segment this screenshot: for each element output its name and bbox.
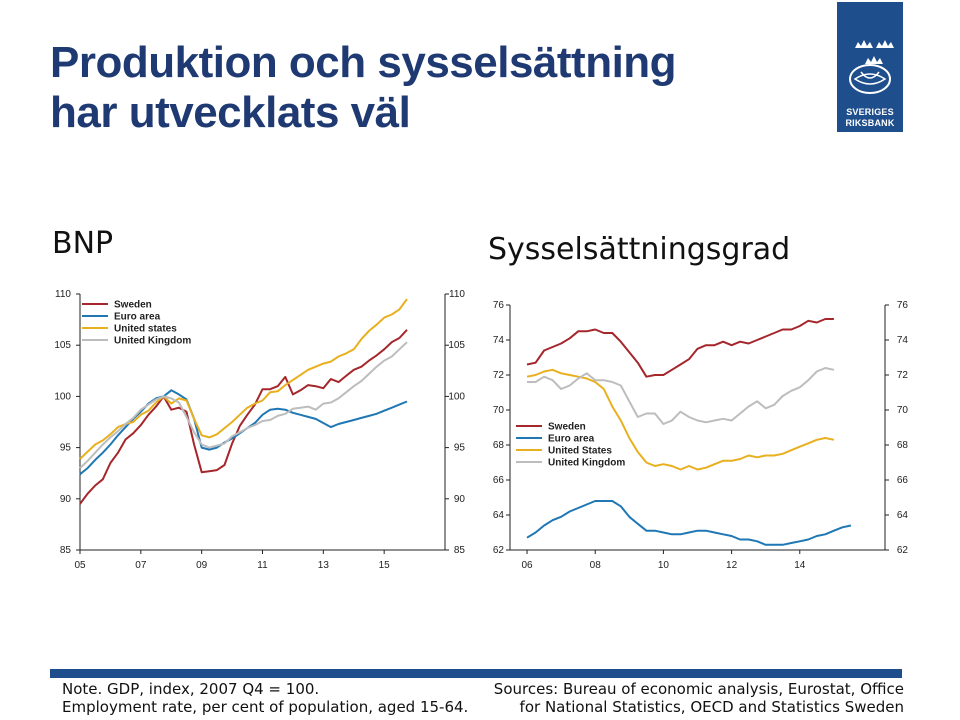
slide-title-line2: har utvecklats väl xyxy=(50,88,411,137)
y-tick-label-right: 70 xyxy=(897,405,909,416)
y-tick-label-left: 110 xyxy=(55,289,71,300)
series-line-united-states xyxy=(526,368,835,471)
footer-note: Note. GDP, index, 2007 Q4 = 100. Employm… xyxy=(62,680,468,716)
logo-text-line1: SVERIGES xyxy=(846,107,894,117)
series-line-united-kingdom xyxy=(527,367,835,425)
series-line-euro-area xyxy=(526,500,852,546)
y-tick-label-left: 70 xyxy=(493,405,505,416)
y-tick-label-right: 95 xyxy=(454,443,466,454)
y-tick-label-left: 66 xyxy=(493,475,505,486)
x-tick-label: 13 xyxy=(318,560,330,571)
slide-title: Produktion och sysselsättning har utveck… xyxy=(50,38,790,138)
legend-label: United Kingdom xyxy=(114,336,191,347)
legend-label: Sweden xyxy=(548,422,586,433)
crown-crest-icon xyxy=(849,40,894,94)
sources-line1: Sources: Bureau of economic analysis, Eu… xyxy=(493,680,904,698)
y-tick-label-right: 72 xyxy=(897,370,909,381)
y-tick-label-left: 95 xyxy=(60,443,72,454)
x-tick-label: 09 xyxy=(196,560,208,571)
y-tick-label-right: 110 xyxy=(449,289,465,300)
legend-label: United States xyxy=(548,446,612,457)
y-tick-label-right: 100 xyxy=(448,391,465,402)
series-line-euro-area xyxy=(79,389,408,475)
y-tick-label-right: 64 xyxy=(897,510,909,521)
note-line1: Note. GDP, index, 2007 Q4 = 100. xyxy=(62,680,320,698)
legend-label: Sweden xyxy=(114,300,152,311)
y-tick-label-left: 74 xyxy=(493,335,505,346)
sources-line2: for National Statistics, OECD and Statis… xyxy=(519,698,904,716)
series-line-sweden xyxy=(79,329,408,505)
series-line-sweden xyxy=(526,318,834,378)
y-tick-label-left: 68 xyxy=(493,440,505,451)
y-tick-label-right: 62 xyxy=(897,545,909,556)
legend-label: United Kingdom xyxy=(548,458,625,469)
gdp-chart: 85 85 90 90 95 95 100 100 105 105 110 110 05 07 09 11 13… xyxy=(54,289,466,571)
employment-chart: 62 62 64 64 66 66 68 68 70 70 72 72 74 74 76 76 06 08 10 12… xyxy=(493,300,909,571)
x-tick-label: 11 xyxy=(257,560,268,571)
y-tick-label-left: 62 xyxy=(493,545,505,556)
riksbank-logo: SVERIGES RIKSBANK xyxy=(837,2,903,132)
y-tick-label-left: 76 xyxy=(493,300,505,311)
x-tick-label: 10 xyxy=(658,560,670,571)
y-tick-label-right: 68 xyxy=(897,440,909,451)
series-line-united-kingdom xyxy=(79,341,408,469)
legend-label: Euro area xyxy=(548,434,595,445)
y-tick-label-right: 105 xyxy=(448,340,465,351)
note-line2: Employment rate, per cent of population,… xyxy=(62,698,469,716)
x-tick-label: 05 xyxy=(74,560,86,571)
y-tick-label-right: 66 xyxy=(897,475,909,486)
y-tick-label-right: 85 xyxy=(454,545,466,556)
logo-text-line2: RIKSBANK xyxy=(845,118,895,128)
x-tick-label: 15 xyxy=(379,560,391,571)
x-tick-label: 07 xyxy=(135,560,147,571)
y-tick-label-left: 64 xyxy=(493,510,505,521)
y-tick-label-left: 105 xyxy=(54,340,71,351)
legend-label: Euro area xyxy=(114,312,161,323)
series-line-united-states xyxy=(79,298,408,460)
employment-chart-title: Sysselsättningsgrad xyxy=(488,232,791,267)
y-tick-label-left: 72 xyxy=(493,370,505,381)
footer-sources: Sources: Bureau of economic analysis, Eu… xyxy=(494,680,904,716)
y-tick-label-right: 76 xyxy=(897,300,909,311)
footer-bar xyxy=(50,669,902,678)
x-tick-label: 14 xyxy=(794,560,806,571)
x-tick-label: 06 xyxy=(521,560,533,571)
y-tick-label-left: 90 xyxy=(60,494,72,505)
gdp-chart-title: BNP xyxy=(52,226,114,261)
y-tick-label-right: 90 xyxy=(454,494,466,505)
y-tick-label-left: 100 xyxy=(54,391,71,402)
x-tick-label: 08 xyxy=(590,560,602,571)
x-tick-label: 12 xyxy=(726,560,738,571)
slide-title-line1: Produktion och sysselsättning xyxy=(50,38,677,87)
legend-label: United states xyxy=(114,324,177,335)
y-tick-label-left: 85 xyxy=(60,545,72,556)
y-tick-label-right: 74 xyxy=(897,335,909,346)
